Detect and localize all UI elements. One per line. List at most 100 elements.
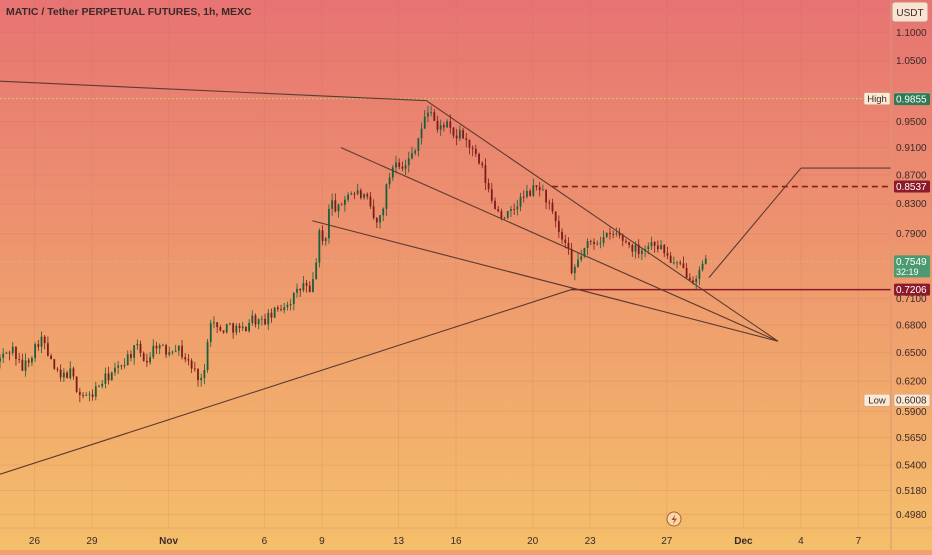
- candle-body: [107, 373, 110, 381]
- candle-body: [321, 230, 324, 242]
- candle-body: [241, 326, 244, 328]
- candle-body: [484, 165, 487, 183]
- candle-body: [628, 242, 631, 245]
- high-label-tag: High: [867, 94, 887, 105]
- candle-body: [91, 394, 94, 397]
- candle-body: [59, 369, 62, 378]
- wedge-middle-trendline[interactable]: [340, 147, 779, 342]
- currency-button-frame[interactable]: [891, 1, 929, 23]
- candle-body: [666, 253, 669, 256]
- candle-body: [388, 177, 391, 185]
- candle-body: [506, 210, 509, 218]
- wedge-lower-trendline[interactable]: [312, 220, 779, 342]
- candle-body: [245, 326, 247, 332]
- candle-body: [676, 262, 678, 264]
- candle-body: [532, 185, 535, 196]
- candle-body: [197, 368, 199, 381]
- candle-body: [31, 357, 33, 363]
- x-tick-label: 7: [856, 536, 862, 547]
- lightning-icon[interactable]: [666, 511, 682, 527]
- candle-body: [219, 327, 222, 331]
- currency-button-label[interactable]: USDT: [896, 8, 923, 19]
- candle-body: [573, 266, 576, 274]
- candle-body: [66, 372, 68, 378]
- candle-body: [529, 190, 532, 196]
- candle-body: [404, 165, 407, 169]
- candle-body: [318, 230, 321, 263]
- candle-body: [353, 193, 356, 195]
- candle-body: [238, 325, 241, 328]
- candle-body: [289, 304, 292, 306]
- candle-body: [267, 312, 270, 325]
- low-label: 0.6008 Low: [863, 393, 931, 407]
- candle-body: [414, 150, 417, 154]
- candle-body: [235, 325, 238, 333]
- candle-body: [34, 344, 37, 358]
- candle-body: [18, 358, 21, 360]
- candle-body: [43, 336, 46, 344]
- candle-body: [171, 351, 174, 353]
- y-tick-label: 0.8700: [896, 171, 927, 182]
- candle-body: [695, 278, 698, 283]
- high-close-label-text: 0.9855: [896, 95, 927, 106]
- candle-body: [417, 138, 420, 151]
- candle-body: [621, 235, 624, 241]
- drawing-layer[interactable]: [0, 80, 891, 475]
- candle-body: [359, 190, 362, 198]
- candle-body: [37, 344, 40, 347]
- resistance-label: 0.8537: [894, 180, 930, 193]
- wedge-upper-trendline[interactable]: [426, 100, 779, 342]
- candle-body: [184, 357, 187, 360]
- candle-body: [395, 162, 397, 168]
- currency-button[interactable]: USDT: [891, 1, 929, 23]
- candle-body: [679, 262, 682, 264]
- candle-body: [21, 359, 24, 371]
- candle-body: [155, 345, 158, 349]
- candle-body: [564, 239, 567, 243]
- candle-body: [570, 248, 573, 274]
- candle-body: [551, 202, 554, 212]
- candle-body: [328, 208, 330, 239]
- y-tick-label: 0.9100: [896, 143, 927, 154]
- candle-body: [596, 243, 599, 245]
- candle-body: [56, 368, 59, 370]
- candle-body: [193, 368, 196, 370]
- candle-body: [478, 153, 480, 164]
- candle-body: [308, 285, 311, 293]
- candle-body: [315, 262, 318, 280]
- candle-body: [669, 255, 672, 263]
- candle-body: [494, 200, 496, 210]
- candle-body: [75, 376, 78, 392]
- rising-support-trendline[interactable]: [0, 287, 576, 475]
- y-tick-label: 0.6800: [896, 320, 927, 331]
- y-tick-label: 0.5400: [896, 461, 927, 472]
- projection-trendline[interactable]: [708, 167, 802, 278]
- candle-body: [519, 196, 522, 207]
- candle-body: [458, 130, 461, 139]
- candle-body: [213, 322, 215, 324]
- candle-body: [593, 241, 595, 245]
- candle-body: [222, 330, 225, 333]
- candle-body: [554, 211, 557, 222]
- y-tick-label: 0.7900: [896, 229, 927, 240]
- candle-body: [513, 209, 516, 210]
- candle-body: [347, 194, 349, 200]
- descending-resistance-trendline[interactable]: [0, 80, 428, 102]
- candle-body: [302, 283, 305, 291]
- support-label-text: 0.7206: [896, 285, 927, 296]
- current-price-label-countdown: 32:19: [896, 267, 919, 277]
- candle-body: [216, 322, 219, 328]
- y-tick-label: 1.0500: [896, 56, 927, 67]
- candle-body: [407, 158, 410, 166]
- candle-body: [612, 234, 615, 235]
- candle-body: [548, 202, 551, 204]
- candle-body: [577, 259, 579, 267]
- candle-body: [672, 262, 675, 264]
- candle-body: [427, 112, 429, 117]
- candle-body: [385, 184, 388, 209]
- candle-body: [522, 196, 525, 198]
- candle-body: [174, 350, 177, 352]
